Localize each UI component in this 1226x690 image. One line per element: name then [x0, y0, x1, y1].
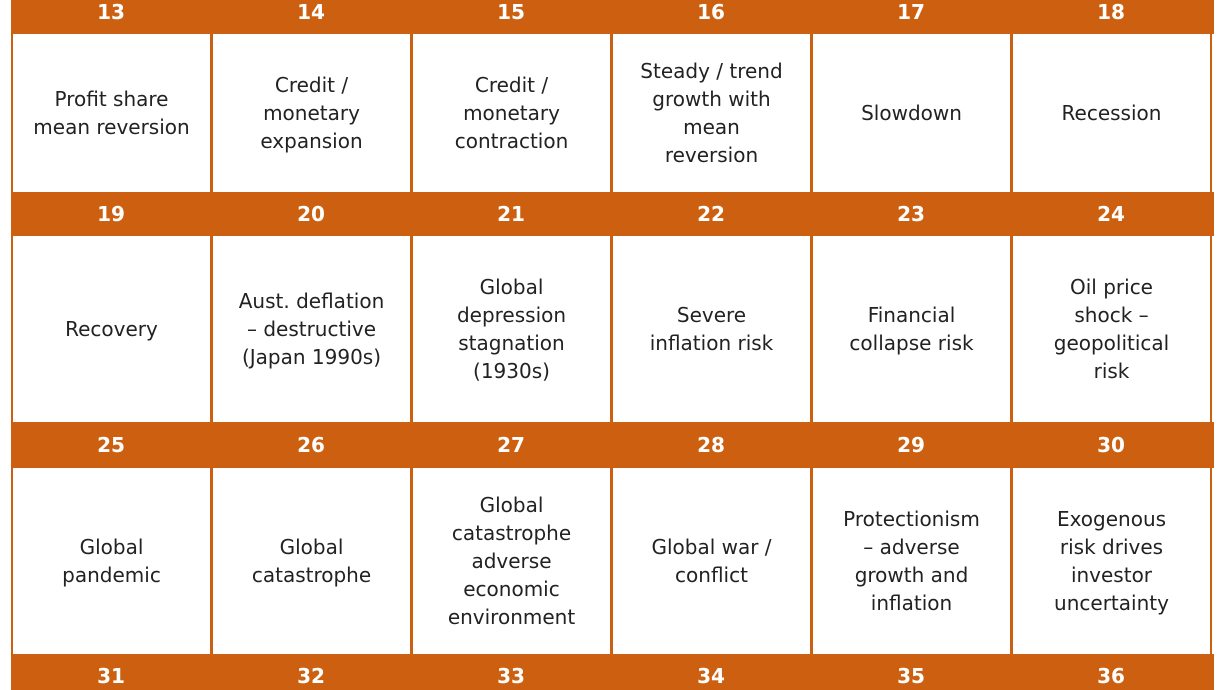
scenario-number: 31	[97, 664, 125, 688]
scenario-number: 29	[897, 433, 925, 457]
scenario-number: 13	[97, 0, 125, 24]
scenario-number: 16	[697, 0, 725, 24]
scenario-cell: Steady / trend growth with mean reversio…	[612, 34, 810, 192]
scenario-cell: Financial collapse risk	[812, 236, 1010, 422]
scenario-number: 17	[897, 0, 925, 24]
number-band: 19 20 21 22 23 24	[11, 192, 1214, 236]
scenario-cell: Severe inflation risk	[612, 236, 810, 422]
scenario-row: Profit share mean reversion Credit / mon…	[11, 34, 1212, 192]
scenario-grid: 13 14 15 16 17 18 Profit share mean reve…	[11, 0, 1214, 690]
scenario-number: 25	[97, 433, 125, 457]
scenario-number: 34	[697, 664, 725, 688]
number-band: 13 14 15 16 17 18	[11, 0, 1214, 34]
scenario-row: Global pandemic Global catastrophe Globa…	[11, 468, 1212, 654]
scenario-number: 36	[1097, 664, 1125, 688]
scenario-number: 21	[497, 202, 525, 226]
scenario-number: 18	[1097, 0, 1125, 24]
scenario-cell: Protectionism – adverse growth and infla…	[812, 468, 1010, 654]
scenario-cell: Global depression stagnation (1930s)	[412, 236, 610, 422]
scenario-number: 32	[297, 664, 325, 688]
scenario-number: 14	[297, 0, 325, 24]
scenario-number: 28	[697, 433, 725, 457]
scenario-row: Recovery Aust. deflation – destructive (…	[11, 236, 1212, 422]
scenario-number: 33	[497, 664, 525, 688]
scenario-cell: Credit / monetary contraction	[412, 34, 610, 192]
scenario-number: 19	[97, 202, 125, 226]
scenario-cell: Global catastrophe	[212, 468, 410, 654]
scenario-number: 27	[497, 433, 525, 457]
scenario-cell: Global catastrophe adverse economic envi…	[412, 468, 610, 654]
scenario-number: 30	[1097, 433, 1125, 457]
scenario-cell: Recession	[1012, 34, 1210, 192]
scenario-number: 22	[697, 202, 725, 226]
scenario-cell: Aust. deflation – destructive (Japan 199…	[212, 236, 410, 422]
scenario-cell: Profit share mean reversion	[12, 34, 210, 192]
scenario-cell: Oil price shock – geopolitical risk	[1012, 236, 1210, 422]
scenario-cell: Exogenous risk drives investor uncertain…	[1012, 468, 1210, 654]
scenario-cell: Global pandemic	[12, 468, 210, 654]
scenario-cell: Recovery	[12, 236, 210, 422]
scenario-cell: Slowdown	[812, 34, 1010, 192]
scenario-number: 15	[497, 0, 525, 24]
scenario-cell: Global war / conflict	[612, 468, 810, 654]
scenario-number: 24	[1097, 202, 1125, 226]
number-band: 31 32 33 34 35 36	[11, 654, 1214, 690]
scenario-number: 23	[897, 202, 925, 226]
scenario-number: 35	[897, 664, 925, 688]
scenario-cell: Credit / monetary expansion	[212, 34, 410, 192]
scenario-number: 26	[297, 433, 325, 457]
number-band: 25 26 27 28 29 30	[11, 422, 1214, 468]
scenario-number: 20	[297, 202, 325, 226]
